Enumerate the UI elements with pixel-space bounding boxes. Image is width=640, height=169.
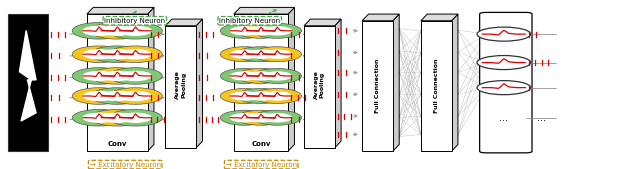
Ellipse shape [83, 113, 116, 123]
Ellipse shape [72, 110, 126, 126]
Bar [304, 26, 335, 148]
Ellipse shape [262, 113, 292, 122]
Ellipse shape [118, 91, 152, 101]
Ellipse shape [253, 68, 301, 83]
Ellipse shape [100, 113, 134, 123]
Text: Conv: Conv [251, 141, 271, 148]
Text: Full Connection: Full Connection [375, 59, 380, 113]
Ellipse shape [246, 71, 276, 81]
Ellipse shape [253, 47, 301, 62]
Ellipse shape [90, 22, 144, 39]
Ellipse shape [83, 26, 116, 36]
Ellipse shape [109, 46, 163, 63]
Ellipse shape [220, 23, 269, 38]
Ellipse shape [100, 71, 134, 81]
Ellipse shape [100, 49, 134, 59]
Ellipse shape [72, 22, 126, 39]
Ellipse shape [237, 110, 285, 125]
Ellipse shape [118, 49, 152, 59]
Circle shape [477, 27, 531, 41]
Ellipse shape [262, 26, 292, 35]
Polygon shape [421, 14, 458, 21]
Text: Conv: Conv [108, 141, 127, 148]
FancyBboxPatch shape [479, 12, 532, 153]
Ellipse shape [72, 46, 126, 63]
Text: Inhibitory Neuron: Inhibitory Neuron [219, 18, 280, 24]
Ellipse shape [253, 110, 301, 125]
Bar [8, 14, 48, 151]
Polygon shape [288, 7, 294, 151]
Bar [87, 14, 148, 151]
Ellipse shape [220, 110, 269, 125]
Text: Average
Pooling: Average Pooling [314, 70, 324, 99]
Text: → Excitatory Neuron: → Excitatory Neuron [226, 162, 297, 168]
Polygon shape [452, 14, 458, 151]
Ellipse shape [246, 113, 276, 122]
Ellipse shape [230, 113, 260, 122]
Ellipse shape [72, 68, 126, 84]
Ellipse shape [72, 88, 126, 104]
Ellipse shape [100, 26, 134, 36]
Ellipse shape [230, 50, 260, 59]
Ellipse shape [90, 110, 144, 126]
Ellipse shape [220, 68, 269, 83]
Ellipse shape [83, 91, 116, 101]
Text: Average
Pooling: Average Pooling [175, 70, 186, 99]
Bar [166, 26, 196, 148]
Circle shape [477, 56, 531, 70]
Ellipse shape [246, 50, 276, 59]
Ellipse shape [109, 68, 163, 84]
Polygon shape [166, 19, 202, 26]
Ellipse shape [246, 91, 276, 101]
Bar [362, 21, 393, 151]
Ellipse shape [253, 23, 301, 38]
Ellipse shape [262, 91, 292, 101]
Bar [234, 14, 288, 151]
Text: ...: ... [499, 113, 508, 123]
Ellipse shape [237, 47, 285, 62]
Ellipse shape [246, 26, 276, 35]
Polygon shape [196, 19, 202, 148]
Bar [421, 21, 452, 151]
Ellipse shape [220, 89, 269, 103]
Polygon shape [362, 14, 399, 21]
Circle shape [477, 81, 531, 95]
Ellipse shape [83, 49, 116, 59]
Ellipse shape [100, 91, 134, 101]
Ellipse shape [230, 71, 260, 81]
Ellipse shape [237, 23, 285, 38]
Ellipse shape [90, 88, 144, 104]
Text: Full Connection: Full Connection [434, 59, 439, 113]
Ellipse shape [220, 47, 269, 62]
Ellipse shape [109, 88, 163, 104]
Text: Inhibitory Neuron: Inhibitory Neuron [104, 18, 165, 24]
Polygon shape [335, 19, 341, 148]
Polygon shape [234, 7, 294, 14]
Ellipse shape [90, 46, 144, 63]
Ellipse shape [109, 110, 163, 126]
Polygon shape [393, 14, 399, 151]
Ellipse shape [109, 22, 163, 39]
Ellipse shape [237, 89, 285, 103]
Polygon shape [304, 19, 341, 26]
Polygon shape [19, 31, 36, 121]
Ellipse shape [262, 71, 292, 81]
Ellipse shape [237, 68, 285, 83]
Ellipse shape [118, 113, 152, 123]
Ellipse shape [118, 26, 152, 36]
Ellipse shape [253, 89, 301, 103]
Polygon shape [87, 7, 154, 14]
Ellipse shape [230, 91, 260, 101]
Ellipse shape [90, 68, 144, 84]
Ellipse shape [118, 71, 152, 81]
Text: → Excitatory Neuron: → Excitatory Neuron [90, 162, 161, 168]
Text: ...: ... [537, 113, 546, 123]
Ellipse shape [262, 50, 292, 59]
Ellipse shape [230, 26, 260, 35]
Ellipse shape [83, 71, 116, 81]
Polygon shape [148, 7, 154, 151]
